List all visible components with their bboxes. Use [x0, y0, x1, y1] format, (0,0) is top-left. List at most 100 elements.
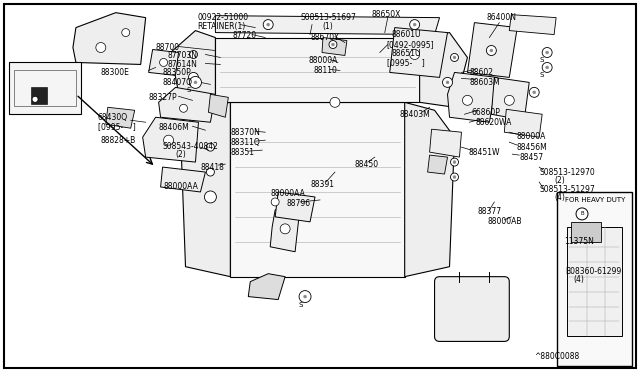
Text: (4): (4) — [573, 275, 584, 284]
Polygon shape — [171, 31, 216, 107]
Text: 88700: 88700 — [156, 43, 180, 52]
Bar — [9, 62, 81, 114]
Text: 88327P: 88327P — [148, 93, 177, 102]
Circle shape — [329, 41, 337, 48]
Text: 88406M: 88406M — [159, 123, 189, 132]
Text: (2): (2) — [175, 150, 186, 158]
Text: (2): (2) — [554, 176, 565, 185]
Bar — [567, 227, 622, 336]
Text: 88000AA: 88000AA — [164, 183, 198, 192]
Text: 88418: 88418 — [200, 163, 225, 171]
Circle shape — [299, 291, 311, 302]
Circle shape — [189, 76, 202, 89]
Circle shape — [504, 95, 515, 105]
Circle shape — [32, 96, 38, 102]
Text: (4): (4) — [554, 193, 565, 202]
Polygon shape — [216, 16, 440, 35]
Circle shape — [542, 62, 552, 73]
Text: 88670Y: 88670Y — [310, 33, 339, 42]
Circle shape — [453, 161, 456, 164]
Text: 88407Q: 88407Q — [163, 78, 193, 87]
Circle shape — [446, 81, 449, 84]
Text: 88351: 88351 — [230, 148, 254, 157]
Text: 88350P: 88350P — [163, 68, 191, 77]
Text: 88110: 88110 — [313, 66, 337, 75]
Circle shape — [159, 58, 168, 67]
FancyBboxPatch shape — [435, 277, 509, 341]
Circle shape — [207, 168, 214, 176]
Text: S: S — [540, 57, 545, 64]
Circle shape — [413, 23, 416, 26]
Text: 87720: 87720 — [232, 31, 257, 40]
Polygon shape — [492, 77, 529, 120]
Text: 68430Q: 68430Q — [98, 113, 128, 122]
Polygon shape — [209, 94, 228, 117]
Text: 88300E: 88300E — [101, 68, 130, 77]
Text: 00922-51000: 00922-51000 — [198, 13, 248, 22]
Text: 88457: 88457 — [519, 153, 543, 161]
Polygon shape — [322, 38, 347, 55]
Polygon shape — [467, 23, 517, 77]
Circle shape — [194, 81, 197, 84]
Text: 87703N: 87703N — [168, 51, 198, 60]
Text: 86400N: 86400N — [486, 13, 516, 22]
Text: S08543-40842: S08543-40842 — [163, 142, 218, 151]
Text: 88000A: 88000A — [516, 132, 546, 141]
Polygon shape — [248, 274, 285, 299]
Circle shape — [280, 224, 290, 234]
Text: 88456M: 88456M — [516, 142, 547, 152]
Text: 88451W: 88451W — [468, 148, 500, 157]
Text: 88450: 88450 — [355, 160, 379, 169]
Polygon shape — [504, 109, 542, 137]
Polygon shape — [180, 102, 230, 277]
Text: (1): (1) — [322, 22, 333, 31]
Text: 88403M: 88403M — [400, 110, 431, 119]
Circle shape — [122, 29, 130, 36]
Circle shape — [204, 191, 216, 203]
Circle shape — [96, 42, 106, 52]
Text: 87614N: 87614N — [168, 60, 198, 69]
Polygon shape — [270, 204, 300, 252]
Circle shape — [180, 104, 188, 112]
Circle shape — [532, 91, 536, 94]
Circle shape — [451, 173, 458, 181]
Polygon shape — [275, 192, 315, 222]
Polygon shape — [404, 102, 454, 277]
Circle shape — [410, 20, 420, 30]
Circle shape — [453, 56, 456, 59]
Bar — [31, 87, 47, 104]
Circle shape — [189, 51, 198, 58]
Circle shape — [207, 143, 214, 151]
Circle shape — [463, 95, 472, 105]
Text: ^880C0088: ^880C0088 — [534, 352, 579, 361]
Circle shape — [263, 20, 273, 30]
Text: 88602: 88602 — [469, 68, 493, 77]
Circle shape — [164, 135, 173, 145]
Circle shape — [451, 54, 458, 61]
Text: 88370N: 88370N — [230, 128, 260, 137]
Circle shape — [546, 66, 548, 69]
Circle shape — [451, 158, 458, 166]
Bar — [557, 192, 632, 366]
Polygon shape — [390, 28, 447, 77]
Text: 88796: 88796 — [286, 199, 310, 208]
Text: S08513-51697: S08513-51697 — [300, 13, 356, 22]
Polygon shape — [420, 33, 467, 107]
Text: S: S — [186, 87, 191, 93]
Text: [0995-    ]: [0995- ] — [98, 122, 136, 131]
Circle shape — [542, 48, 552, 58]
Text: RETAINER(1): RETAINER(1) — [198, 22, 246, 31]
Circle shape — [490, 49, 493, 52]
Circle shape — [330, 97, 340, 107]
Bar — [216, 38, 420, 102]
Text: 88620WA: 88620WA — [476, 118, 512, 127]
Bar — [571, 222, 601, 242]
Text: 88603M: 88603M — [469, 78, 500, 87]
Polygon shape — [106, 107, 134, 128]
Text: 88000A: 88000A — [308, 56, 337, 65]
Text: 88000AA: 88000AA — [270, 189, 305, 199]
Text: 88311Q: 88311Q — [230, 138, 260, 147]
Circle shape — [529, 87, 539, 97]
Circle shape — [546, 51, 548, 54]
Polygon shape — [447, 73, 497, 122]
